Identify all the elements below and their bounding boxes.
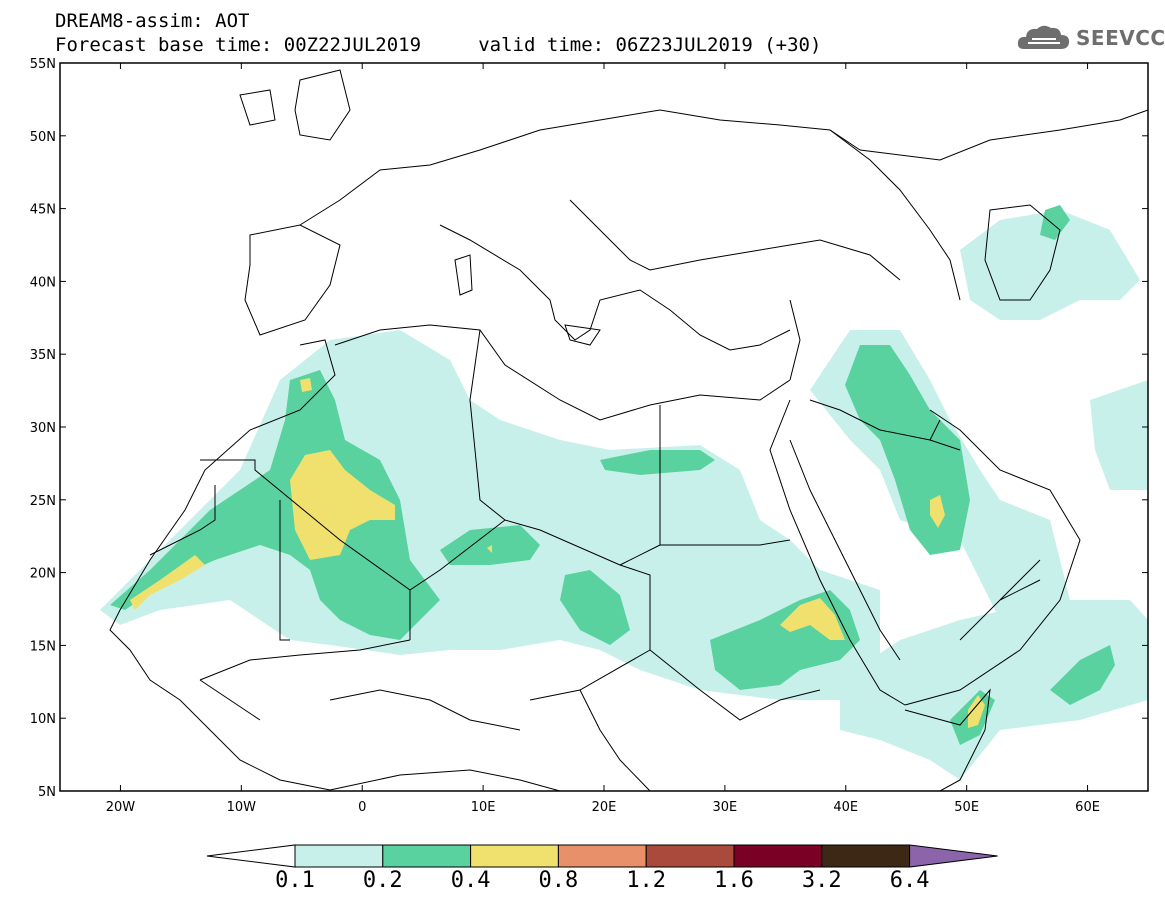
colorbar-min-arrow xyxy=(206,844,296,868)
map-title: DREAM8-assim: AOT xyxy=(55,10,250,32)
x-tick-label: 0 xyxy=(358,800,366,815)
y-tick-label: 40N xyxy=(30,275,56,290)
x-tick-label: 10E xyxy=(471,800,496,815)
cloud-logo-icon xyxy=(1017,25,1070,49)
y-tick-label: 35N xyxy=(30,348,56,363)
colorbar-swatch xyxy=(645,844,735,868)
y-tick-label: 25N xyxy=(30,494,56,509)
aot-shading xyxy=(100,205,1148,780)
colorbar-swatch xyxy=(557,844,647,868)
colorbar-level-label: 1.6 xyxy=(714,868,754,893)
colorbar-level-label: 3.2 xyxy=(801,868,842,893)
y-tick-label: 5N xyxy=(38,785,56,800)
x-tick-label: 40E xyxy=(833,800,858,815)
coastlines-borders xyxy=(109,69,1148,791)
forecast-time-subtitle: Forecast base time: 00Z22JUL2019 valid t… xyxy=(55,34,822,56)
colorbar-swatch xyxy=(382,844,472,868)
y-tick-label: 10N xyxy=(30,712,56,727)
colorbar-max-arrow xyxy=(909,844,998,868)
seevccc-logo: SEEVCCC xyxy=(1016,22,1165,54)
y-tick-label: 45N xyxy=(30,203,56,218)
x-tick-label: 20E xyxy=(592,800,617,815)
x-axis: 20W 10W 0 10E 20E 30E 40E 50E 60E xyxy=(106,63,1100,815)
x-tick-label: 20W xyxy=(106,800,136,815)
y-axis: 55N 50N 45N 40N 35N 30N 25N 20N 15N 10N 5N xyxy=(30,57,1148,800)
y-tick-label: 50N xyxy=(30,130,56,145)
colorbar-level-label: 6.4 xyxy=(889,868,930,893)
colorbar-level-label: 0.1 xyxy=(275,868,315,893)
colorbar-swatch xyxy=(294,844,384,868)
x-tick-label: 50E xyxy=(954,800,979,815)
colorbar-level-label: 0.2 xyxy=(362,868,403,893)
x-tick-label: 30E xyxy=(713,800,738,815)
x-tick-label: 60E xyxy=(1075,800,1100,815)
x-tick-label: 10W xyxy=(227,800,257,815)
colorbar-level-label: 1.2 xyxy=(626,868,667,893)
colorbar-level-label: 0.8 xyxy=(538,868,579,893)
colorbar-swatch xyxy=(733,844,823,868)
colorbar-swatch xyxy=(821,844,911,868)
colorbar-swatch xyxy=(470,844,559,868)
y-tick-label: 20N xyxy=(30,567,56,582)
y-tick-label: 15N xyxy=(30,639,56,654)
y-tick-label: 55N xyxy=(30,57,56,72)
logo-text: SEEVCCC xyxy=(1076,26,1165,50)
colorbar xyxy=(206,844,998,868)
colorbar-level-label: 0.4 xyxy=(450,868,491,893)
y-tick-label: 30N xyxy=(30,421,56,436)
